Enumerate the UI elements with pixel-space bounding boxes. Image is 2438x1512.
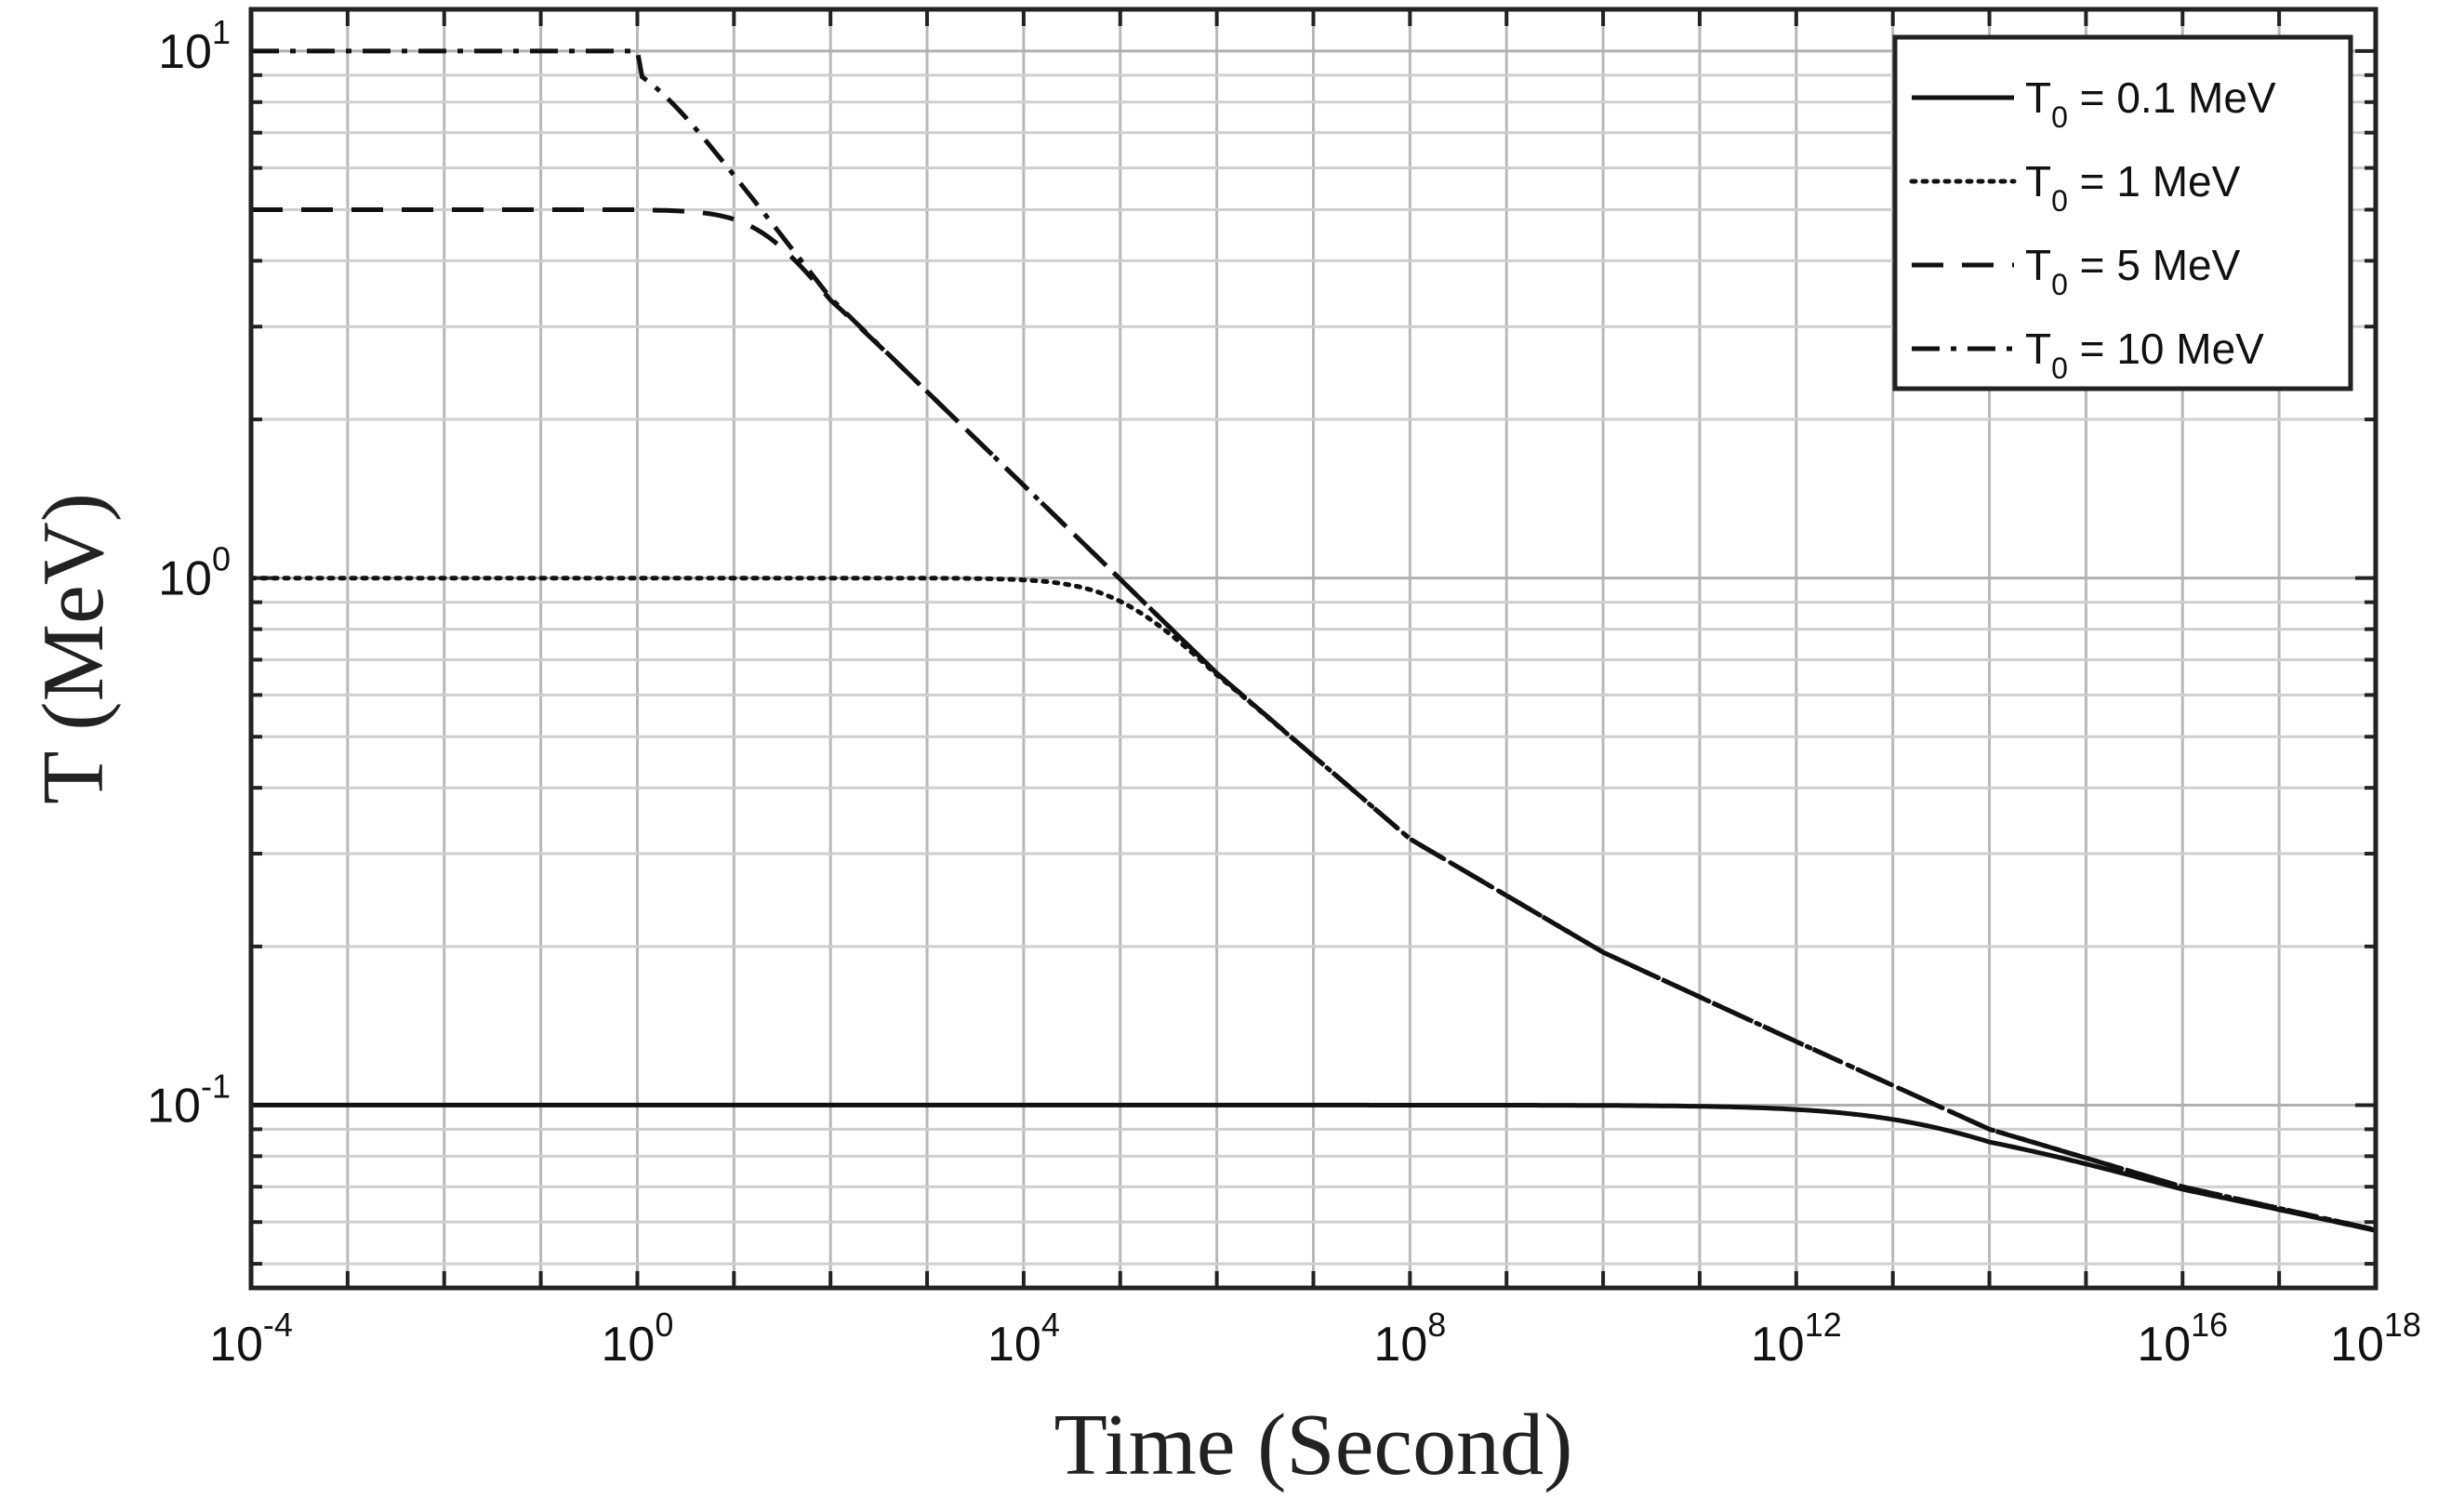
y-tick-label: 101 bbox=[158, 13, 231, 79]
y-tick-labels: 10-1 100 101 bbox=[147, 13, 231, 1134]
y-tick-label: 100 bbox=[158, 540, 231, 606]
x-tick-label: 104 bbox=[987, 1306, 1060, 1372]
x-tick-label: 100 bbox=[602, 1306, 674, 1372]
y-tick-label: 10-1 bbox=[147, 1067, 231, 1133]
x-tick-label: 1016 bbox=[2137, 1306, 2228, 1372]
x-tick-label: 10-4 bbox=[209, 1306, 293, 1372]
x-tick-label: 1018 bbox=[2330, 1306, 2421, 1372]
legend: T0 = 0.1 MeV T0 = 1 MeV T0 = 5 MeV T0 = 10 … bbox=[1892, 34, 2353, 391]
legend-label: T0 = 10 MeV bbox=[2025, 325, 2264, 385]
series-line-0 bbox=[251, 1102, 2377, 1233]
plot-frame bbox=[248, 7, 2378, 1291]
legend-label: T0 = 0.1 MeV bbox=[2025, 73, 2276, 134]
legend-label: T0 = 5 MeV bbox=[2025, 241, 2241, 301]
x-axis-title: Time (Second) bbox=[1054, 1397, 1573, 1493]
plot-series bbox=[248, 48, 2378, 1233]
x-tick-label: 1012 bbox=[1751, 1306, 1842, 1372]
series-line-3 bbox=[251, 48, 2377, 1232]
y-axis-title: T (MeV) bbox=[25, 493, 122, 804]
legend-label: T0 = 1 MeV bbox=[2025, 157, 2241, 218]
x-tick-label: 108 bbox=[1373, 1306, 1446, 1372]
x-tick-labels: 10-4 100 104 108 1012 1016 1018 bbox=[209, 1306, 2421, 1372]
